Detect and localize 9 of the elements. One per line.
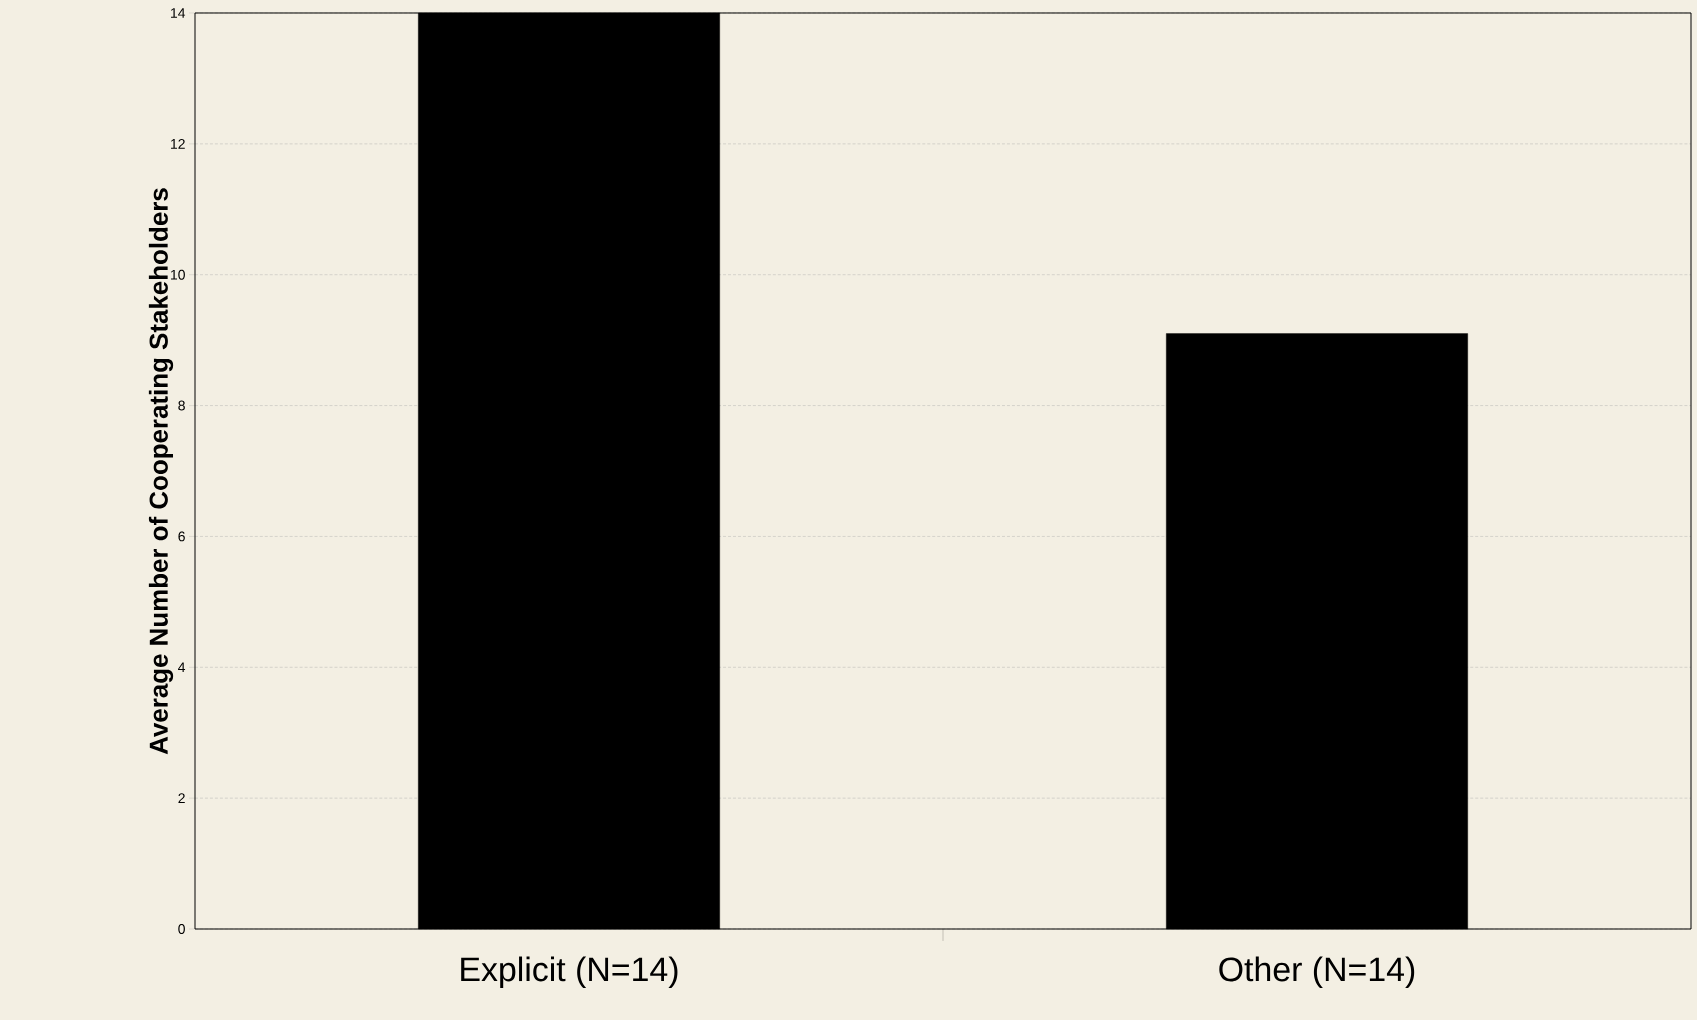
y-tick-label: 12 — [171, 138, 185, 149]
x-tick-label: Explicit (N=14) — [461, 956, 678, 989]
y-tick-label: 0 — [178, 924, 185, 934]
y-tick-label: 2 — [178, 793, 185, 804]
x-tick-label: Other (N=14) — [1219, 956, 1415, 989]
y-tick-label: 14 — [171, 8, 186, 18]
y-tick-label: 6 — [178, 531, 185, 542]
y-tick-label: 4 — [178, 662, 186, 673]
y-tick-label: 8 — [178, 400, 185, 411]
